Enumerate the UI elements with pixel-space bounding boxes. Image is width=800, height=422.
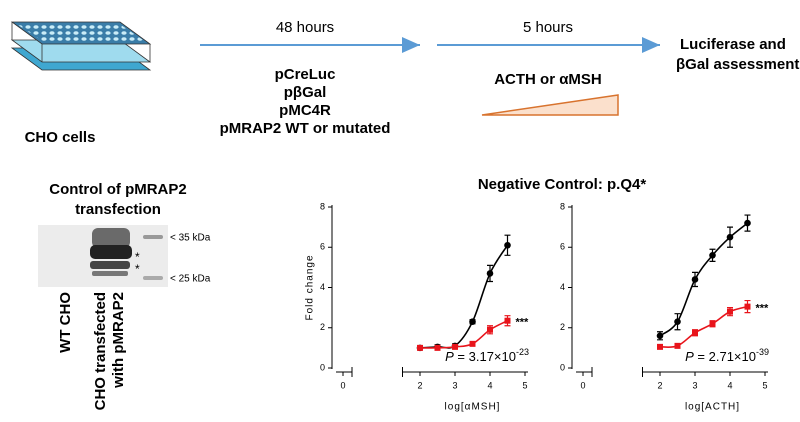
point bbox=[727, 308, 733, 315]
fit-curve bbox=[419, 319, 508, 349]
x-tick-label: 2 bbox=[657, 380, 662, 390]
y-tick-label: 8 bbox=[560, 201, 565, 211]
x-tick-label: 3 bbox=[692, 380, 697, 390]
y-tick-label: 4 bbox=[320, 282, 325, 292]
annotation: *** bbox=[756, 303, 770, 315]
gradient-triangle bbox=[481, 94, 619, 116]
band-mark: * bbox=[135, 250, 140, 264]
band-mark: * bbox=[135, 262, 140, 276]
point bbox=[504, 241, 511, 249]
p-value: P = 3.17×10-23 bbox=[445, 347, 529, 364]
cells-label: CHO cells bbox=[25, 129, 96, 146]
y-tick-label: 8 bbox=[320, 201, 325, 211]
plasmid: pCreLuc bbox=[275, 66, 336, 83]
x-axis-label: log[ACTH] bbox=[685, 402, 740, 413]
x-tick-label: 4 bbox=[487, 380, 492, 390]
y-tick-label: 0 bbox=[560, 362, 565, 372]
point bbox=[726, 233, 734, 241]
readout: Luciferase and bbox=[680, 36, 786, 53]
point bbox=[709, 252, 716, 259]
p-exponent: -39 bbox=[756, 347, 769, 357]
step-time: 48 hours bbox=[276, 19, 334, 36]
blot-title: Control of pMRAP2 bbox=[49, 181, 186, 198]
fit-curve bbox=[419, 244, 509, 349]
figure-title: Negative Control: p.Q4* bbox=[478, 176, 647, 193]
point bbox=[656, 332, 664, 340]
point bbox=[434, 344, 441, 351]
y-tick-label: 6 bbox=[320, 242, 325, 252]
point bbox=[469, 340, 476, 347]
point bbox=[709, 320, 716, 327]
point bbox=[744, 219, 751, 227]
x-tick-label: 5 bbox=[762, 380, 767, 390]
plasmid: pMRAP2 WT or mutated bbox=[220, 120, 391, 137]
lane-label: CHO transfected bbox=[92, 292, 109, 410]
y-tick-label: 2 bbox=[320, 322, 325, 332]
x-tick-label: 0 bbox=[580, 380, 585, 390]
x-axis-label: log[αMSH] bbox=[445, 402, 501, 413]
x-tick-label: 2 bbox=[417, 380, 422, 390]
blot-title: transfection bbox=[75, 201, 161, 218]
point bbox=[744, 303, 751, 310]
y-tick-label: 2 bbox=[560, 322, 565, 332]
point bbox=[674, 342, 681, 349]
point bbox=[692, 329, 698, 336]
readout: βGal assessment bbox=[676, 56, 799, 73]
p-text: = 3.17×10 bbox=[454, 349, 516, 364]
x-tick-label: 5 bbox=[522, 380, 527, 390]
point bbox=[417, 344, 423, 351]
size-marker: < 25 kDa bbox=[170, 274, 211, 285]
point bbox=[504, 317, 511, 324]
annotation: *** bbox=[516, 317, 530, 329]
point bbox=[674, 318, 681, 326]
p-symbol: P bbox=[445, 349, 454, 364]
p-exponent: -23 bbox=[516, 347, 529, 357]
blot-image bbox=[38, 225, 168, 287]
p-text: = 2.71×10 bbox=[694, 349, 756, 364]
fit-curve bbox=[659, 222, 749, 337]
point bbox=[452, 343, 458, 350]
x-tick-label: 0 bbox=[340, 380, 345, 390]
y-axis-label: Fold change bbox=[305, 254, 316, 320]
stimulus: ACTH or αMSH bbox=[494, 71, 602, 88]
plasmid: pMC4R bbox=[279, 102, 331, 119]
size-marker: < 35 kDa bbox=[170, 233, 211, 244]
point bbox=[469, 318, 476, 326]
y-tick-label: 4 bbox=[560, 282, 565, 292]
step-time: 5 hours bbox=[523, 19, 573, 36]
point bbox=[691, 276, 699, 283]
point bbox=[487, 326, 493, 333]
point bbox=[657, 343, 663, 350]
plasmid: pβGal bbox=[284, 84, 327, 101]
lane-label: with pMRAP2 bbox=[110, 292, 127, 389]
plate-icon bbox=[10, 21, 152, 71]
point bbox=[486, 270, 494, 277]
x-tick-label: 4 bbox=[727, 380, 732, 390]
y-tick-label: 6 bbox=[560, 242, 565, 252]
p-symbol: P bbox=[685, 349, 694, 364]
y-tick-label: 0 bbox=[320, 362, 325, 372]
x-tick-label: 3 bbox=[452, 380, 457, 390]
p-value: P = 2.71×10-39 bbox=[685, 347, 769, 364]
lane-label: WT CHO bbox=[57, 292, 74, 353]
